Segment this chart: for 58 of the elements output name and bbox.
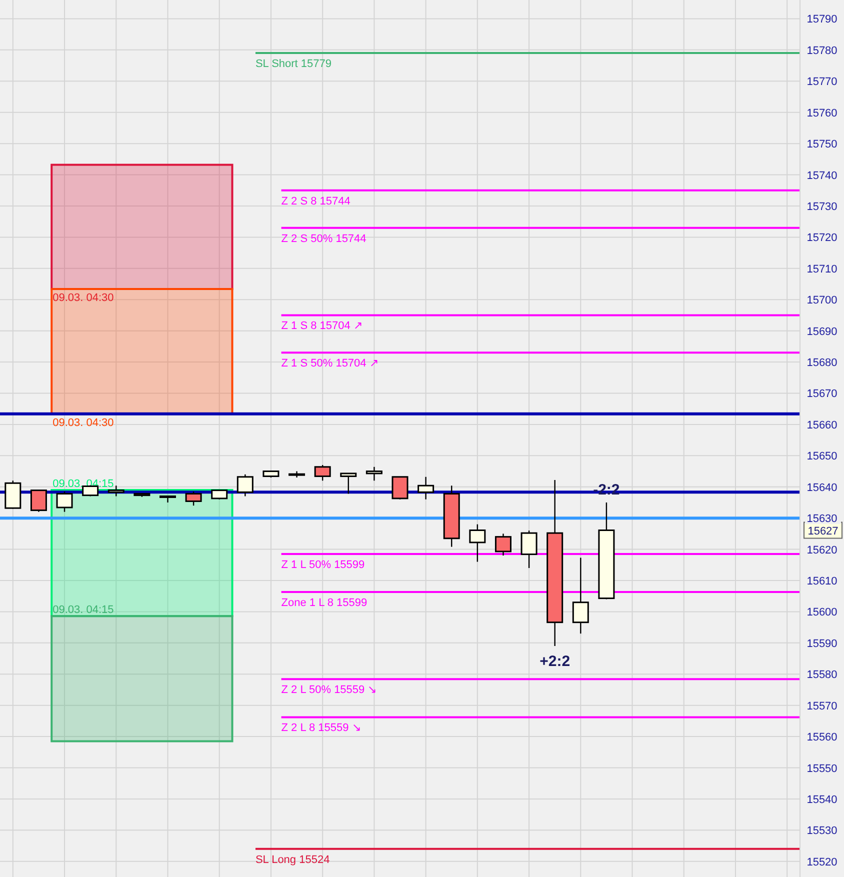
candlestick bbox=[159, 495, 176, 504]
y-tick-label: 15620 bbox=[806, 544, 838, 556]
candlestick bbox=[314, 464, 331, 482]
candlestick bbox=[56, 490, 73, 512]
ref-line-label: Z 2 L 50% 15559 ↘ bbox=[281, 684, 377, 696]
y-tick-label: 15720 bbox=[806, 232, 838, 244]
text: 15627 bbox=[808, 525, 838, 538]
y-tick-label: 15790 bbox=[806, 14, 838, 26]
ref-line-label: Z 1 L 50% 15599 bbox=[281, 558, 365, 571]
y-tick-label: 15740 bbox=[806, 170, 838, 182]
y-tick-label: 15670 bbox=[806, 388, 838, 400]
y-tick-label: 15600 bbox=[806, 606, 838, 619]
candlestick bbox=[572, 557, 589, 634]
candlestick bbox=[185, 490, 202, 506]
candlestick bbox=[418, 476, 434, 500]
y-tick-label: 15630 bbox=[806, 513, 838, 526]
y-tick-label: 15660 bbox=[806, 419, 838, 432]
y-tick-label: 15690 bbox=[806, 326, 838, 338]
annotation: +2:2 bbox=[540, 653, 570, 670]
y-tick-label: 15560 bbox=[806, 732, 838, 744]
candlestick bbox=[211, 490, 228, 500]
ref-line-label: Z 1 S 50% 15704 ↗ bbox=[281, 358, 378, 370]
ref-line-label: Z 1 S 8 15704 ↗ bbox=[281, 320, 362, 332]
y-tick-label: 15760 bbox=[806, 107, 838, 120]
y-tick-label: 15530 bbox=[806, 825, 838, 838]
ref-line-label: Z 2 L 8 15559 ↘ bbox=[281, 722, 361, 734]
ref-line-label: SL Short 15779 bbox=[255, 58, 332, 70]
ref-line-label: Z 2 S 8 15744 bbox=[281, 195, 350, 208]
y-tick-label: 15640 bbox=[806, 482, 838, 494]
candlestick bbox=[236, 474, 254, 497]
y-tick-label: 15770 bbox=[806, 76, 838, 88]
y-tick-label: 15780 bbox=[806, 44, 838, 57]
band-label: 09.03. 04:15 bbox=[52, 604, 114, 616]
y-tick-label: 15570 bbox=[806, 700, 838, 712]
y-tick-label: 15520 bbox=[806, 856, 838, 868]
y-tick-label: 15730 bbox=[806, 200, 838, 213]
y-tick-label: 15610 bbox=[806, 576, 838, 588]
y-tick-label: 15590 bbox=[806, 638, 838, 650]
candlestick bbox=[469, 524, 486, 562]
y-tick-label: 15710 bbox=[806, 263, 838, 276]
candlestick bbox=[494, 533, 512, 556]
y-tick-label: 15750 bbox=[806, 138, 838, 151]
candlestick bbox=[366, 466, 382, 482]
y-tick-label: 15680 bbox=[806, 357, 838, 370]
candlestick bbox=[30, 489, 47, 512]
y-tick-label: 15550 bbox=[806, 762, 838, 775]
candlestick bbox=[392, 476, 408, 500]
ref-line-label: Z 2 S 50% 15744 bbox=[281, 232, 366, 245]
y-tick-label: 15580 bbox=[806, 669, 838, 682]
candlestick bbox=[340, 472, 357, 494]
y-tick-label: 15540 bbox=[806, 794, 838, 806]
y-tick-label: 15650 bbox=[806, 450, 838, 463]
ref-line-label: Zone 1 L 8 15599 bbox=[281, 597, 368, 610]
candlestick bbox=[520, 530, 538, 569]
y-tick-label: 15700 bbox=[806, 294, 838, 307]
band-label: 09.03. 04:30 bbox=[52, 292, 114, 304]
band-label: 09.03. 04:30 bbox=[52, 416, 114, 429]
ref-line-label: SL Long 15524 bbox=[255, 854, 330, 866]
